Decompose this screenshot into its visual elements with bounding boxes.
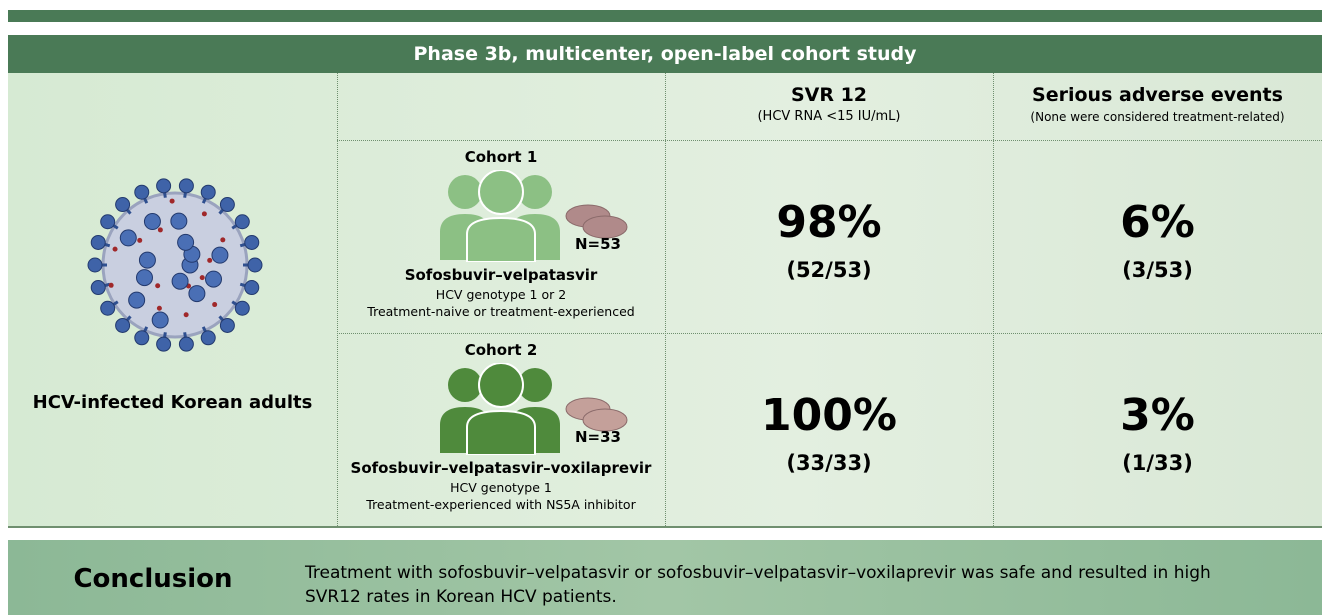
regimen: Sofosbuvir–velpatasvir [337,266,665,284]
sae-value: 3% [993,390,1322,441]
virus-part [201,331,215,345]
virus-part [171,213,187,229]
virus-part [135,331,149,345]
column-subtitle: (HCV RNA <15 IU/mL) [665,109,993,124]
virus-part [207,258,212,263]
svr-value: 98% [665,197,993,248]
population-label: HCV-infected Korean adults [8,392,337,413]
virus-part [178,234,194,250]
virus-part [135,185,149,199]
virus-part [179,337,193,351]
column-header: Serious adverse events (None were consid… [993,84,1322,124]
cohort-n: N=53 [575,235,621,253]
virus-part [245,281,259,295]
svr-detail: (33/33) [665,451,993,475]
virus-part [158,227,163,232]
virus-part [139,252,155,268]
virus-part [184,312,189,317]
virus-part [109,283,114,288]
graphical-abstract: Phase 3b, multicenter, open-label cohort… [0,0,1322,615]
svr-value: 100% [665,390,993,441]
virus-part [220,198,234,212]
virus-icon [80,170,270,360]
people [440,363,560,455]
cohort-desc: Sofosbuvir–velpatasvir–voxilaprevir HCV … [337,459,665,512]
virus-part [88,258,102,272]
virus-part [136,270,152,286]
detail: HCV genotype 1 [337,480,665,495]
sae-value: 6% [993,197,1322,248]
virus-part [235,215,249,229]
cohort-n: N=33 [575,428,621,446]
virus-part [212,302,217,307]
column-header: SVR 12 (HCV RNA <15 IU/mL) [665,84,993,124]
virus-part [137,238,142,243]
virus-part [245,235,259,249]
cohort-name: Cohort 1 [337,148,665,166]
virus-part [116,318,130,332]
virus-part [206,271,222,287]
virus-part [116,198,130,212]
virus-part [120,230,136,246]
virus-part [157,306,162,311]
cohort-name: Cohort 2 [337,341,665,359]
virus-part [129,292,145,308]
virus-part [101,301,115,315]
virus-part [101,215,115,229]
row-divider [337,333,1322,334]
people [440,170,560,262]
virus-part [113,247,118,252]
detail: HCV genotype 1 or 2 [337,287,665,302]
regimen: Sofosbuvir–velpatasvir–voxilaprevir [337,459,665,477]
column-title: Serious adverse events [993,84,1322,106]
virus-part [91,281,105,295]
virus-part [157,337,171,351]
virus-part [200,275,205,280]
header-title: Phase 3b, multicenter, open-label cohort… [8,35,1322,73]
sae-detail: (3/53) [993,258,1322,282]
top-bar [8,10,1322,22]
virus-part [189,286,205,302]
virus-part [155,283,160,288]
virus-part [179,179,193,193]
virus-part [235,301,249,315]
virus-part [157,179,171,193]
virus-part [201,185,215,199]
virus-part [152,312,168,328]
detail: Treatment-experienced with NS5A inhibito… [337,497,665,512]
row-divider [337,140,1322,141]
cohort-desc: Sofosbuvir–velpatasvir HCV genotype 1 or… [337,266,665,319]
conclusion-label: Conclusion [8,564,298,594]
column-title: SVR 12 [665,84,993,106]
virus-part [170,199,175,204]
virus-part [91,235,105,249]
virus-part [172,273,188,289]
sae-detail: (1/33) [993,451,1322,475]
virus-part [248,258,262,272]
conclusion-text: Treatment with sofosbuvir–velpatasvir or… [305,561,1265,609]
detail: Treatment-naive or treatment-experienced [337,304,665,319]
virus-part [202,211,207,216]
svr-detail: (52/53) [665,258,993,282]
virus-part [220,318,234,332]
virus-part [220,237,225,242]
virus-part [212,247,228,263]
virus-part [144,214,160,230]
column-subtitle: (None were considered treatment-related) [993,110,1322,124]
